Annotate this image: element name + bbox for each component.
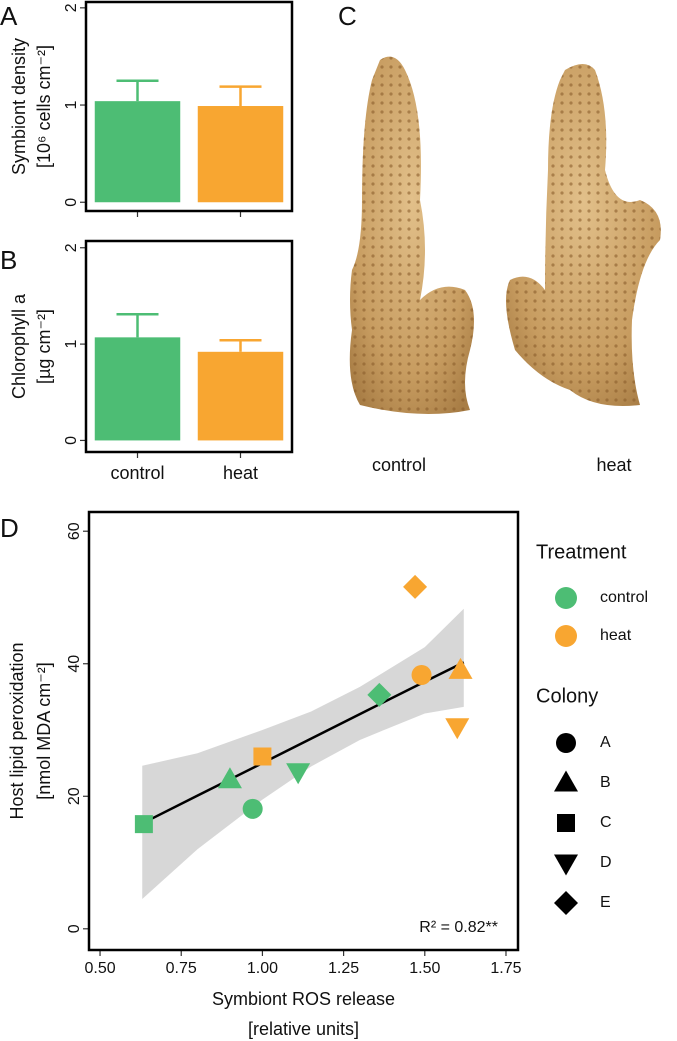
panel-letter: B xyxy=(0,245,17,275)
y-tick-label: 2 xyxy=(63,243,80,252)
y-axis-title: [µg cm⁻²] xyxy=(34,309,54,384)
x-tick-label: 1.75 xyxy=(490,960,521,977)
image-label: heat xyxy=(596,455,631,475)
y-tick-label: 0 xyxy=(66,924,83,933)
bar xyxy=(94,101,181,203)
image-label: control xyxy=(372,455,426,475)
point xyxy=(411,665,432,686)
legend-symbol xyxy=(556,733,576,753)
y-axis-title: Chlorophyll a xyxy=(9,293,29,399)
y-tick-label: 1 xyxy=(63,100,80,109)
x-axis-title: Symbiont ROS release xyxy=(212,989,395,1009)
legend-symbol xyxy=(554,770,578,792)
plot-frame xyxy=(87,510,520,952)
legend-swatch xyxy=(555,625,577,647)
plot-frame xyxy=(84,0,294,213)
legend-label: control xyxy=(600,589,648,606)
legend-swatch xyxy=(555,587,577,609)
y-tick-label: 0 xyxy=(63,436,80,445)
point xyxy=(253,747,272,766)
point xyxy=(286,763,311,785)
y-axis-title: Host lipid peroxidation xyxy=(7,642,27,819)
annotation: R² = 0.82** xyxy=(419,919,498,936)
legend-title: Colony xyxy=(536,685,598,707)
plot-frame xyxy=(84,239,294,454)
x-tick-label: heat xyxy=(223,463,258,483)
x-tick-label: 0.75 xyxy=(166,960,197,977)
coral-photos xyxy=(349,56,661,415)
panel-letter: A xyxy=(0,1,18,31)
x-axis-title: [relative units] xyxy=(248,1019,359,1039)
point xyxy=(217,767,242,789)
y-tick-label: 60 xyxy=(66,522,83,540)
x-tick-label: control xyxy=(110,463,164,483)
y-tick-label: 2 xyxy=(63,3,80,12)
legend-title: Treatment xyxy=(536,541,627,563)
confidence-band xyxy=(142,608,464,899)
y-tick-label: 40 xyxy=(66,655,83,673)
legend-label: B xyxy=(600,774,611,791)
y-tick-label: 1 xyxy=(63,340,80,349)
fit-line xyxy=(141,661,465,825)
y-tick-label: 20 xyxy=(66,787,83,805)
legend-symbol xyxy=(554,854,578,876)
point xyxy=(403,574,428,599)
bar xyxy=(197,351,284,441)
bar xyxy=(197,106,284,203)
legend-label: C xyxy=(600,814,612,831)
legend-label: D xyxy=(600,854,612,871)
panel-letter: C xyxy=(338,1,357,31)
x-tick-label: 0.50 xyxy=(84,960,115,977)
point xyxy=(448,657,473,679)
y-axis-title: [10⁶ cells cm⁻²] xyxy=(34,45,54,168)
y-axis-title: Symbiont density xyxy=(9,38,29,175)
legend-label: heat xyxy=(600,627,632,644)
legend-symbol xyxy=(557,814,575,832)
coral-texture xyxy=(506,64,661,406)
point xyxy=(445,718,470,740)
coral-texture xyxy=(349,56,474,415)
point xyxy=(367,682,392,707)
x-tick-label: 1.00 xyxy=(247,960,278,977)
legend-label: A xyxy=(600,734,611,751)
y-axis-title: [nmol MDA cm⁻²] xyxy=(34,662,54,800)
panel-letter: D xyxy=(0,513,19,543)
legend-symbol xyxy=(554,891,578,915)
x-tick-label: 1.50 xyxy=(409,960,440,977)
point xyxy=(134,815,153,834)
bar xyxy=(94,337,181,441)
legend-label: E xyxy=(600,894,611,911)
point xyxy=(242,798,263,819)
y-tick-label: 0 xyxy=(63,198,80,207)
x-tick-label: 1.25 xyxy=(328,960,359,977)
